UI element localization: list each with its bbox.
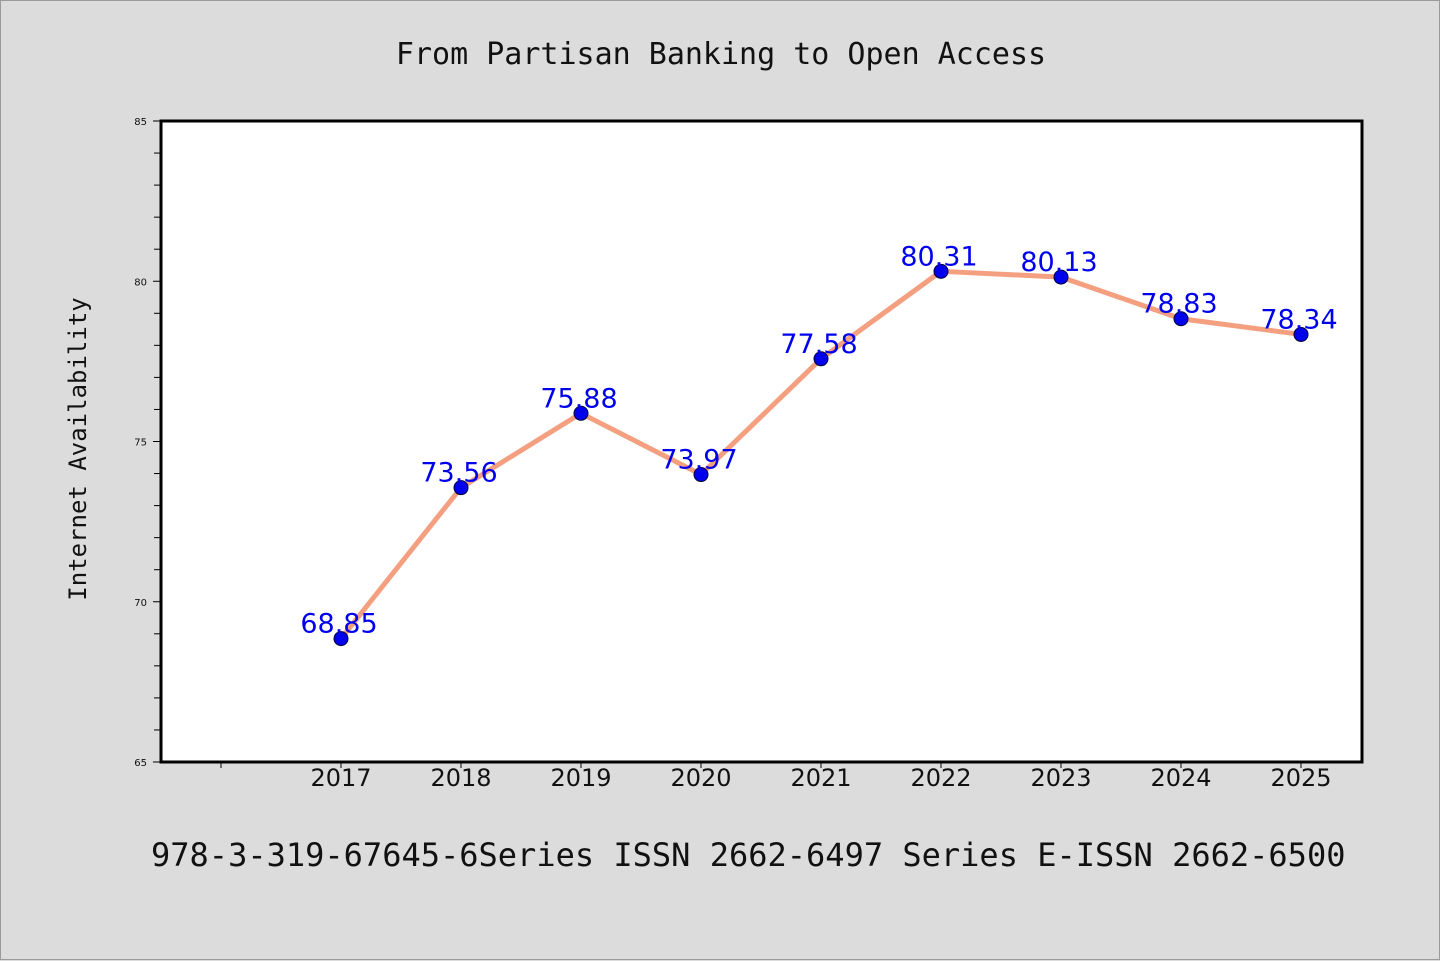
x-tick-label: 2017 <box>310 764 371 792</box>
y-axis-label: Internet Availability <box>64 297 92 600</box>
y-tick-label: 85 <box>134 117 147 128</box>
y-tick-label: 70 <box>134 598 147 609</box>
data-label: 77.58 <box>780 329 857 360</box>
x-tick-label: 2018 <box>430 764 491 792</box>
data-label: 80.13 <box>1020 247 1097 278</box>
chart-title: From Partisan Banking to Open Access <box>396 37 1046 72</box>
x-tick-label: 2020 <box>670 764 731 792</box>
data-point <box>333 631 349 647</box>
data-point <box>693 467 709 483</box>
data-label: 73.56 <box>420 458 497 489</box>
data-point <box>813 351 829 367</box>
plot-area <box>161 121 1362 762</box>
data-label: 73.97 <box>660 445 737 476</box>
x-tick-label: 2024 <box>1150 764 1211 792</box>
data-point <box>1293 326 1309 342</box>
data-point <box>1173 311 1189 327</box>
y-tick-label: 80 <box>134 277 147 288</box>
data-point <box>1053 269 1069 285</box>
data-labels: 68.85 73.56 75.88 73.97 77.58 80.31 80.13 78.83… <box>300 241 1337 639</box>
data-point <box>933 263 949 279</box>
x-tick-label: 2021 <box>790 764 851 792</box>
x-tick-label: 2025 <box>1270 764 1331 792</box>
footer-text: 978-3-319-67645-6Series ISSN 2662-6497 S… <box>151 836 1345 874</box>
data-label: 80.31 <box>900 241 977 272</box>
data-label: 68.85 <box>300 609 377 640</box>
x-tick-label: 2019 <box>550 764 611 792</box>
data-label: 78.83 <box>1140 289 1217 320</box>
series-layer <box>333 263 1309 647</box>
x-tick-label: 2023 <box>1030 764 1091 792</box>
axis-ticks: 65 70 75 80 85 2017 2018 2019 2020 2021 2022 2023 20… <box>134 117 1331 792</box>
plot-frame <box>159 119 1364 764</box>
y-tick-label: 75 <box>134 438 147 449</box>
data-point <box>453 480 469 496</box>
x-tick-label: 2022 <box>910 764 971 792</box>
data-label: 78.34 <box>1260 304 1337 335</box>
data-point <box>573 405 589 421</box>
y-tick-label: 65 <box>134 758 147 769</box>
data-label: 75.88 <box>540 383 617 414</box>
